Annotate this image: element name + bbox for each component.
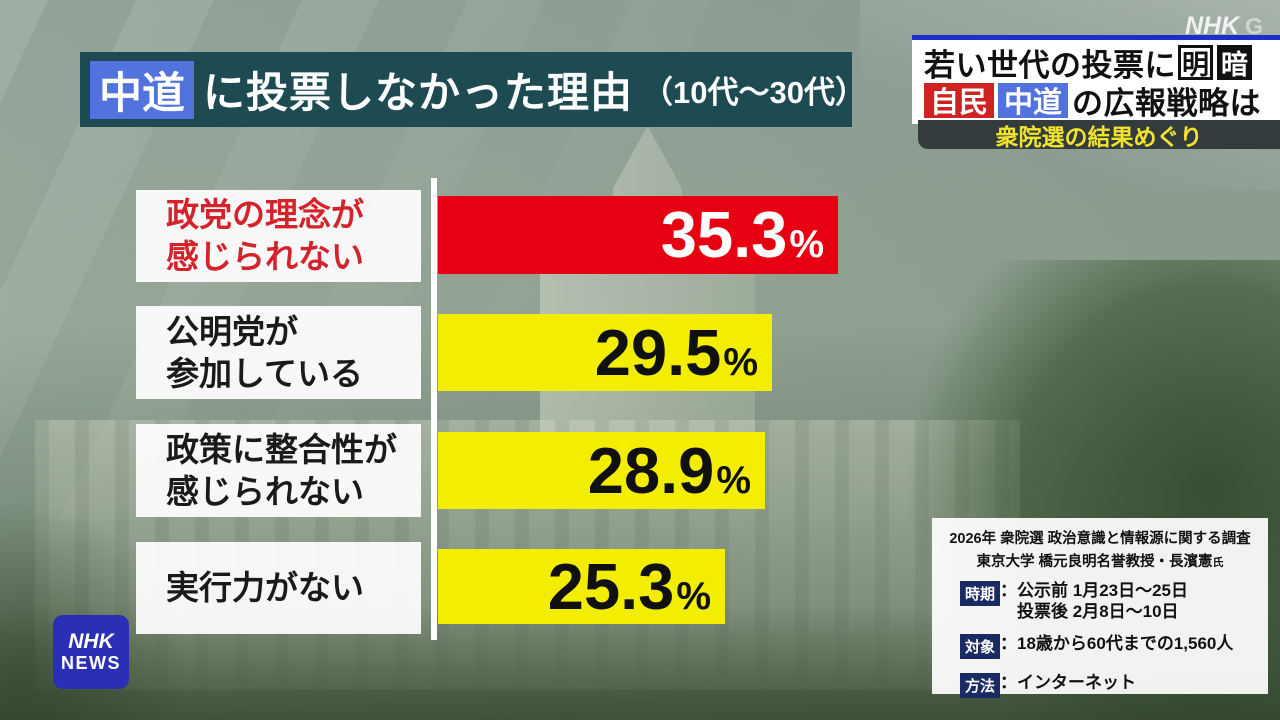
party-tag-chudo-headline: 中道	[998, 82, 1069, 119]
headline-line-2: 自民 中道 の広報戦略は	[924, 81, 1280, 121]
chart-title-text: に投票しなかった理由	[203, 69, 634, 116]
news-logo-text: NEWS	[61, 653, 121, 673]
bar-label-3: 政策に整合性が 感じられない	[136, 424, 421, 517]
watermark-g: G	[1245, 13, 1264, 39]
headline-line-1-text: 若い世代の投票に	[924, 47, 1176, 83]
bar-1-unit: %	[789, 223, 824, 266]
headline-blue-rule	[912, 35, 1280, 40]
headline-char-an: 暗	[1217, 44, 1252, 80]
bar-label-2-line2: 参加している	[166, 354, 364, 392]
bar-label-3-line1: 政策に整合性が	[166, 430, 397, 468]
bar-label-4-line1: 実行力がない	[166, 569, 364, 606]
survey-tag-method: 方法	[960, 673, 1001, 698]
survey-period-line1: ：公示前 1月23日～25日	[1000, 581, 1189, 600]
chart-axis-line	[431, 178, 437, 640]
survey-credit-honorific: 氏	[1212, 557, 1224, 569]
nhk-logo-text: NHK	[68, 630, 114, 653]
news-headline: 若い世代の投票に 明 暗 自民 中道 の広報戦略は	[912, 35, 1280, 124]
survey-credit: 東京大学 橋元良明名誉教授・長濱憲氏	[932, 550, 1268, 571]
party-tag-chudo: 中道	[90, 60, 194, 119]
bar-4: 25.3%	[438, 549, 725, 624]
bar-2: 29.5%	[438, 314, 772, 391]
bar-1: 35.3%	[438, 196, 838, 274]
bar-label-2: 公明党が 参加している	[136, 306, 421, 399]
bar-1-value: 35.3	[660, 198, 788, 271]
bar-label-4: 実行力がない	[136, 542, 421, 634]
survey-tag-period: 時期	[960, 581, 1001, 606]
survey-row-period: 時期 ：公示前 1月23日～25日 投票後 2月8日～10日	[960, 580, 1268, 622]
bar-4-value: 25.3	[547, 550, 675, 623]
survey-row-method: 方法 ：インターネット	[960, 672, 1268, 698]
bar-3-unit: %	[716, 459, 751, 502]
bar-4-unit: %	[676, 575, 711, 618]
bar-2-unit: %	[723, 341, 758, 384]
survey-credit-text: 東京大学 橋元良明名誉教授・長濱憲	[976, 554, 1213, 570]
chart-title-age-range: （10代～30代）	[642, 75, 866, 110]
chart-title-bar: 中道 に投票しなかった理由 （10代～30代）	[80, 52, 866, 127]
watermark-nhk: NHK	[1185, 12, 1240, 40]
bar-3: 28.9%	[438, 432, 765, 509]
survey-row-subjects: 対象 ：18歳から60代までの1,560人	[960, 633, 1268, 659]
survey-period-text: ：公示前 1月23日～25日 投票後 2月8日～10日	[1000, 580, 1188, 622]
bar-label-1-line1: 政党の理念が	[166, 196, 364, 233]
survey-subjects-text: ：18歳から60代までの1,560人	[1000, 634, 1234, 653]
nhk-news-logo: NHK NEWS	[53, 615, 129, 689]
survey-period-line2: 投票後 2月8日～10日	[1017, 602, 1179, 621]
survey-title: 2026年 衆院選 政治意識と情報源に関する調査	[949, 531, 1251, 547]
bar-label-3-line2: 感じられない	[166, 472, 364, 510]
bar-label-2-line1: 公明党が	[166, 312, 298, 350]
headline-box: 若い世代の投票に 明 暗 自民 中道 の広報戦略は	[912, 40, 1280, 124]
sub-headline: 衆院選の結果めぐり	[918, 120, 1280, 150]
survey-source-box: 2026年 衆院選 政治意識と情報源に関する調査 東京大学 橋元良明名誉教授・長…	[932, 518, 1268, 698]
survey-method-text: ：インターネット	[1000, 673, 1137, 692]
headline-char-mei: 明	[1178, 44, 1213, 80]
survey-tag-subjects: 対象	[960, 634, 1001, 659]
bar-3-value: 28.9	[587, 434, 715, 507]
headline-line-1: 若い世代の投票に 明 暗	[924, 43, 1280, 83]
headline-line-2-text: の広報戦略は	[1072, 85, 1262, 121]
bar-2-value: 29.5	[594, 316, 722, 389]
bar-label-1-line2: 感じられない	[166, 238, 364, 275]
party-tag-jimin: 自民	[924, 82, 995, 119]
bar-label-1: 政党の理念が 感じられない	[136, 190, 421, 282]
channel-watermark: NHK G	[1185, 12, 1263, 41]
